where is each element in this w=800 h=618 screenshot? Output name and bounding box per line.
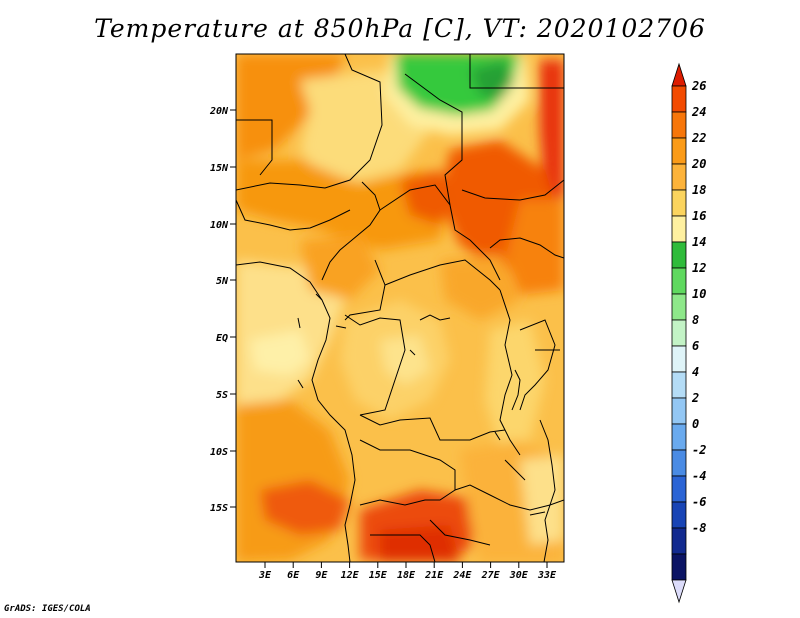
lat-label: 20N (209, 106, 229, 117)
colorbar-label: 22 (691, 131, 706, 145)
colorbar-cell (671, 85, 687, 113)
colorbar-label: 18 (692, 183, 706, 197)
colorbar-cell (671, 163, 687, 191)
colorbar-label: 6 (692, 339, 699, 353)
lon-label: 30E (509, 570, 529, 581)
map-title: Temperature at 850hPa [C], VT: 202010270… (94, 14, 706, 43)
lon-label: 12E (341, 570, 360, 581)
lat-label: 10S (210, 447, 228, 458)
colorbar-label: 24 (691, 105, 706, 119)
lat-label: 5S (216, 390, 228, 401)
lat-label: 10N (210, 220, 229, 231)
colorbar-cell (671, 345, 687, 373)
lon-label: 33E (537, 570, 557, 581)
lon-label: 18E (397, 570, 416, 581)
map-frame (235, 53, 565, 563)
lat-label: EQ (216, 333, 228, 344)
colorbar-cell (671, 579, 687, 604)
colorbar-label: 4 (692, 365, 699, 379)
colorbar-label: -8 (692, 521, 706, 535)
colorbar-cell (671, 397, 687, 425)
colorbar-cell (671, 111, 687, 139)
colorbar-cell (671, 475, 687, 503)
colorbar-cell (671, 553, 687, 581)
lon-label: 24E (452, 570, 472, 581)
colorbar-cell (671, 62, 687, 87)
colorbar-label: 8 (692, 313, 699, 327)
colorbar-label: -6 (692, 495, 706, 509)
lon-label: 15E (369, 570, 388, 581)
lat-label: 15S (210, 503, 228, 514)
colorbar-label: 2 (691, 391, 699, 405)
lon-label: 9E (315, 570, 328, 581)
colorbar-cell (671, 449, 687, 477)
lon-label: 27E (481, 570, 501, 581)
colorbar-label: 14 (692, 235, 706, 249)
map-axes: 20N 15N 10N 5N EQ 5S 10S 15S 3E 6E 9E 12E 15E 18E 21E 2… (209, 106, 557, 581)
colorbar-cell (671, 293, 687, 321)
colorbar-label: 26 (691, 79, 706, 93)
colorbar-cell (671, 423, 687, 451)
colorbar-label: -2 (692, 443, 706, 457)
lon-label: 6E (287, 570, 300, 581)
colorbar-cell (671, 501, 687, 529)
colorbar-cell (671, 215, 687, 243)
lat-label: 5N (216, 276, 229, 287)
colorbar-label: 0 (692, 417, 699, 431)
lon-label: 21E (424, 570, 444, 581)
lat-label: 15N (210, 163, 229, 174)
colorbar-label: 12 (692, 261, 706, 275)
colorbar-cell (671, 319, 687, 347)
colorbar-label: 16 (692, 209, 706, 223)
credit-text: GrADS: IGES/COLA (4, 604, 91, 614)
colorbar-cell (671, 267, 687, 295)
country-borders (236, 54, 564, 562)
colorbar-cell (671, 371, 687, 399)
colorbar-label: -4 (692, 469, 706, 483)
temperature-field (236, 54, 564, 562)
colorbar-cell (671, 241, 687, 269)
colorbar-cell (671, 189, 687, 217)
colorbar-cell (671, 137, 687, 165)
colorbar-label: 20 (691, 157, 706, 171)
colorbar-cell (671, 527, 687, 555)
lon-label: 3E (258, 570, 272, 581)
colorbar-label: 10 (692, 287, 706, 301)
